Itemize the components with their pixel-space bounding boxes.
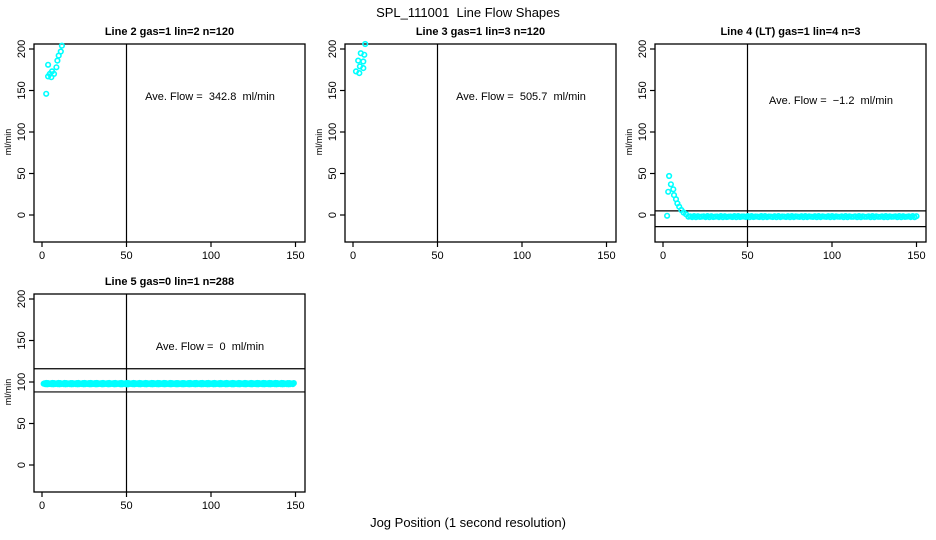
data-point [665, 188, 672, 195]
y-tick-label: 150 [327, 81, 339, 99]
x-tick-label: 150 [907, 250, 925, 262]
x-tick-label: 0 [660, 250, 666, 262]
y-tick-label: 50 [637, 167, 649, 179]
panel-title-line5: Line 5 gas=0 lin=1 n=288 [104, 276, 235, 288]
y-axis-label-line2: ml/min [3, 128, 13, 156]
x-tick-label: 0 [39, 500, 45, 512]
x-tick-label: 50 [431, 250, 443, 262]
panel-title-line4: Line 4 (LT) gas=1 lin=4 n=3 [720, 26, 861, 38]
y-tick-label: 100 [327, 123, 339, 141]
data-point [663, 212, 671, 219]
avg-flow-annotation-line5: Ave. Flow = 0 ml/min [155, 341, 265, 353]
y-tick-label: 100 [637, 123, 649, 141]
data-point [665, 172, 673, 180]
data-point [913, 213, 920, 220]
avg-flow-annotation-line4: Ave. Flow = −1.2 ml/min [769, 95, 893, 107]
data-point [43, 90, 50, 97]
data-point [57, 48, 64, 55]
figure-title: SPL_111001 Line Flow Shapes [376, 5, 560, 20]
y-tick-label: 200 [327, 40, 339, 58]
y-axis-label-line4: ml/min [624, 128, 634, 156]
data-point [53, 64, 60, 71]
data-point [360, 58, 367, 65]
x-tick-label: 0 [350, 250, 356, 262]
y-tick-label: 150 [637, 81, 649, 99]
x-tick-label: 150 [286, 250, 304, 262]
plot-box [344, 43, 617, 243]
panel-title-line3: Line 3 gas=1 lin=3 n=120 [415, 26, 546, 38]
data-point [50, 70, 58, 77]
data-point [362, 40, 369, 48]
y-tick-label: 100 [16, 123, 28, 141]
x-tick-label: 150 [597, 250, 615, 262]
y-axis-label-line3: ml/min [314, 128, 324, 156]
y-tick-label: 0 [16, 462, 28, 468]
data-point [360, 64, 367, 72]
data-point [58, 42, 66, 49]
x-tick-label: 50 [120, 500, 132, 512]
y-tick-label: 50 [16, 417, 28, 429]
y-tick-label: 150 [16, 331, 28, 349]
plot-box [654, 43, 927, 243]
x-axis-label: Jog Position (1 second resolution) [370, 515, 566, 530]
data-point [667, 181, 675, 188]
data-point [44, 61, 52, 68]
x-tick-label: 100 [202, 500, 220, 512]
y-tick-label: 200 [637, 40, 649, 58]
y-tick-label: 0 [327, 212, 339, 218]
panel-title-line2: Line 2 gas=1 lin=2 n=120 [104, 26, 235, 38]
y-tick-label: 150 [16, 81, 28, 99]
x-tick-label: 150 [286, 500, 304, 512]
data-point [290, 380, 297, 387]
avg-flow-annotation-line2: Ave. Flow = 342.8 ml/min [145, 91, 275, 103]
plot-box [33, 293, 306, 493]
y-axis-label-line5: ml/min [3, 378, 13, 406]
x-tick-label: 100 [823, 250, 841, 262]
x-tick-label: 100 [202, 250, 220, 262]
x-tick-label: 0 [39, 250, 45, 262]
avg-flow-annotation-line3: Ave. Flow = 505.7 ml/min [456, 91, 586, 103]
y-tick-label: 50 [327, 167, 339, 179]
y-tick-label: 200 [16, 290, 28, 308]
y-tick-label: 200 [16, 40, 28, 58]
plot-box [33, 43, 306, 243]
y-tick-label: 100 [16, 373, 28, 391]
y-tick-label: 0 [637, 212, 649, 218]
data-point [670, 186, 677, 193]
y-tick-label: 50 [16, 167, 28, 179]
x-tick-label: 50 [120, 250, 132, 262]
data-point [54, 57, 61, 64]
y-tick-label: 0 [16, 212, 28, 218]
data-point [357, 50, 364, 57]
x-tick-label: 50 [741, 250, 753, 262]
data-point [355, 57, 362, 64]
data-point [356, 69, 363, 77]
x-tick-label: 100 [513, 250, 531, 262]
